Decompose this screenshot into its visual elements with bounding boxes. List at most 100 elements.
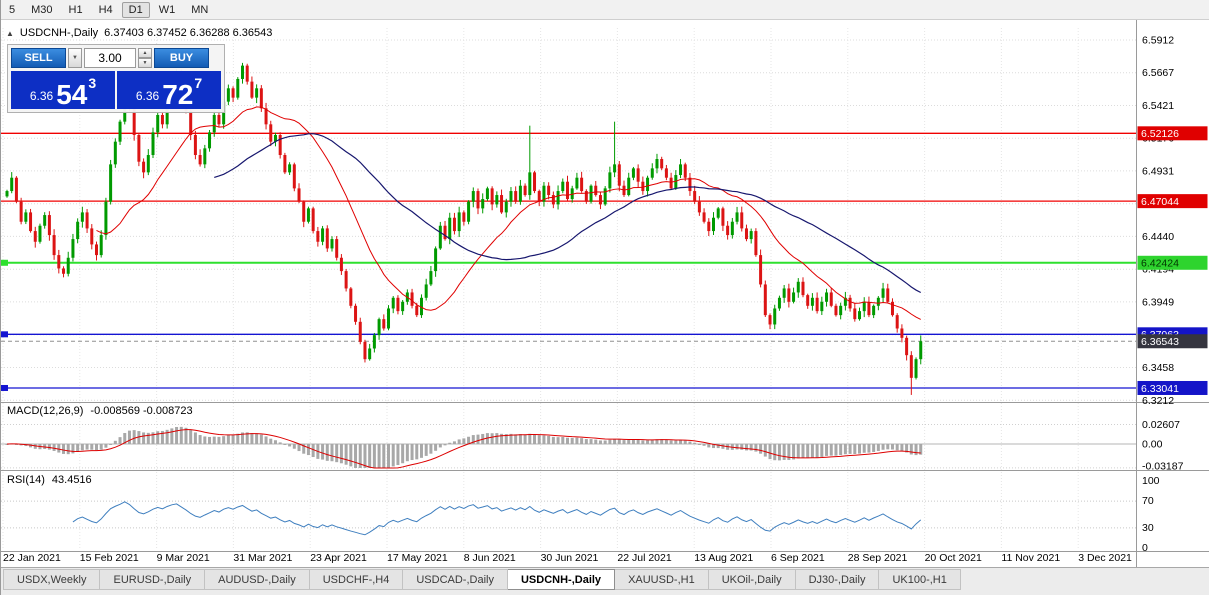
candle-body: [523, 185, 527, 196]
svg-text:31 Mar 2021: 31 Mar 2021: [233, 552, 292, 564]
timeframe-button-5[interactable]: 5: [9, 3, 16, 16]
chart-tab-ukoil-daily[interactable]: UKOil-,Daily: [708, 569, 796, 590]
candle-body: [269, 124, 273, 142]
candle-body: [401, 301, 405, 312]
volume-increase-button[interactable]: ▲: [138, 48, 152, 58]
chart-tab-eurusd-daily[interactable]: EURUSD-,Daily: [100, 569, 206, 590]
chart-tab-usdchf-h4[interactable]: USDCHF-,H4: [309, 569, 404, 590]
timeframe-button-w1[interactable]: W1: [158, 3, 176, 16]
ma-slow-line: [214, 133, 922, 294]
candle-body: [118, 121, 122, 142]
svg-text:0.00: 0.00: [1142, 439, 1163, 451]
candle-body: [759, 255, 763, 285]
svg-text:23 Apr 2021: 23 Apr 2021: [310, 552, 367, 564]
macd-signal-line: [6, 429, 921, 469]
candle-body: [810, 297, 814, 306]
candle-body: [575, 177, 579, 189]
candle-body: [749, 231, 753, 240]
svg-text:6.52126: 6.52126: [1141, 128, 1179, 140]
candle-body: [349, 288, 353, 306]
svg-text:6.5912: 6.5912: [1142, 35, 1174, 47]
candle-body: [273, 135, 277, 142]
chart-tab-usdcnh-daily[interactable]: USDCNH-,Daily: [507, 569, 616, 590]
sell-button[interactable]: SELL: [11, 48, 66, 68]
candle-body: [76, 221, 80, 240]
volume-stepper: ▲ ▼: [138, 48, 152, 68]
svg-text:6.5667: 6.5667: [1142, 67, 1174, 79]
volume-decrease-button[interactable]: ▼: [138, 58, 152, 68]
timeframe-button-m30[interactable]: M30: [31, 3, 53, 16]
candle-body: [198, 155, 202, 165]
candle-body: [655, 159, 659, 169]
timeframe-button-h4[interactable]: H4: [98, 3, 113, 16]
level-price-badge: [1137, 380, 1208, 395]
chart-tab-uk100-h1[interactable]: UK100-,H1: [879, 569, 961, 590]
timeframe-button-mn[interactable]: MN: [191, 3, 209, 16]
candle-body: [905, 337, 909, 356]
candle-body: [193, 135, 197, 156]
svg-text:0: 0: [1142, 542, 1148, 554]
candle-body: [876, 297, 880, 306]
buy-price-display[interactable]: 6.36 72 7: [117, 71, 221, 109]
chart-tabs-bar: USDX,Weekly EURUSD-,Daily AUDUSD-,Daily USD…: [1, 567, 1209, 595]
candle-body: [424, 284, 428, 298]
candle-body: [660, 159, 664, 169]
one-click-trading-panel: SELL ▼ ▲ ▼ BUY 6.36 54 3 6.36 72 7: [7, 44, 225, 113]
candle-body: [250, 81, 254, 98]
candle-body: [47, 215, 51, 236]
candle-body: [730, 221, 734, 236]
chart-tab-dj30-daily[interactable]: DJ30-,Daily: [795, 569, 880, 590]
macd-histogram: [5, 426, 923, 468]
candle-body: [867, 301, 871, 316]
candle-body: [391, 297, 395, 309]
volume-input[interactable]: [84, 48, 136, 68]
candle-body: [259, 88, 263, 109]
candle-body: [132, 108, 136, 136]
candle-body: [518, 185, 522, 202]
buy-button[interactable]: BUY: [154, 48, 209, 68]
chart-tab-usdx-weekly[interactable]: USDX,Weekly: [3, 569, 101, 590]
candle-body: [693, 191, 697, 202]
candle-body: [886, 288, 890, 302]
candle-body: [909, 355, 913, 378]
candle-body: [862, 301, 866, 312]
svg-text:6.3458: 6.3458: [1142, 362, 1174, 374]
timeframe-button-h1[interactable]: H1: [68, 3, 83, 16]
candle-body: [504, 201, 508, 213]
candle-body: [561, 181, 565, 192]
chart-tab-xauusd-h1[interactable]: XAUUSD-,H1: [615, 569, 709, 590]
chart-title: ▲ USDCNH-,Daily 6.37403 6.37452 6.36288 …: [6, 27, 272, 39]
candle-body: [255, 88, 259, 98]
level-price-badge: [1137, 194, 1208, 209]
candle-body: [443, 225, 447, 240]
candle-body: [33, 231, 37, 242]
candle-body: [829, 292, 833, 306]
candle-body: [843, 297, 847, 306]
candle-body: [330, 239, 334, 249]
candle-body: [236, 78, 240, 98]
candle-body: [641, 181, 645, 192]
timeframe-button-d1[interactable]: D1: [121, 1, 150, 18]
svg-text:6.33041: 6.33041: [1141, 383, 1179, 395]
volume-dropdown-button[interactable]: ▼: [68, 48, 82, 68]
candle-body: [368, 348, 372, 360]
candle-body: [509, 191, 513, 202]
sell-price-display[interactable]: 6.36 54 3: [11, 71, 115, 109]
candle-body: [325, 228, 329, 249]
candle-body: [38, 225, 42, 242]
rsi-line: [72, 501, 922, 536]
candle-body: [415, 305, 419, 316]
price-chart-canvas[interactable]: 6.59126.56676.54216.51766.49316.46856.44…: [1, 20, 1209, 567]
candle-body: [476, 191, 480, 209]
level-left-marker: [1, 331, 8, 338]
svg-text:6.3949: 6.3949: [1142, 296, 1174, 308]
chart-tab-usdcad-daily[interactable]: USDCAD-,Daily: [403, 569, 508, 590]
svg-text:11 Nov 2021: 11 Nov 2021: [1001, 552, 1060, 564]
chart-tab-audusd-daily[interactable]: AUDUSD-,Daily: [205, 569, 310, 590]
panel-collapse-icon[interactable]: ▲: [6, 28, 14, 38]
candle-body: [387, 308, 391, 329]
candle-body: [306, 208, 310, 222]
candle-body: [438, 225, 442, 249]
svg-text:20 Oct 2021: 20 Oct 2021: [925, 552, 982, 564]
